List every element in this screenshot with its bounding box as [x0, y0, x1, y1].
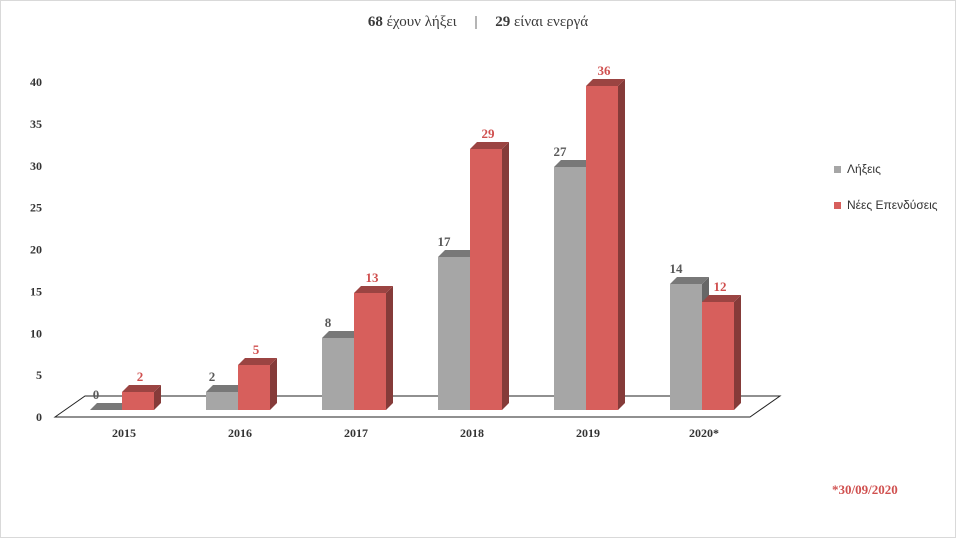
data-label: 2	[209, 369, 216, 384]
y-tick-label: 35	[30, 117, 42, 131]
data-label: 8	[325, 315, 332, 330]
y-tick-label: 5	[36, 368, 42, 382]
y-tick-label: 30	[30, 159, 42, 173]
bar-top	[586, 79, 625, 86]
bar	[122, 392, 154, 410]
y-tick-label: 40	[30, 75, 42, 89]
data-label: 14	[670, 261, 684, 276]
bar-top	[322, 331, 361, 338]
y-tick-label: 10	[30, 326, 42, 340]
expired-label: έχουν λήξει	[386, 14, 457, 30]
y-tick-label: 15	[30, 284, 42, 298]
data-label: 27	[554, 144, 568, 159]
bar-top	[90, 403, 129, 410]
bar-top	[206, 385, 245, 392]
active-count: 29	[495, 14, 511, 30]
y-tick-label: 20	[30, 243, 42, 257]
bar	[322, 338, 354, 410]
bar	[670, 284, 702, 410]
bar	[554, 167, 586, 410]
legend-label-expirations: Λήξεις	[847, 162, 881, 176]
x-tick-label: 2017	[344, 426, 368, 440]
x-tick-label: 2020*	[689, 426, 719, 440]
x-tick-label: 2015	[112, 426, 136, 440]
bar-side	[502, 142, 509, 410]
bar	[470, 149, 502, 410]
bar-side	[734, 295, 741, 410]
legend-item-new-investments: Νέες Επενδύσεις	[834, 196, 938, 214]
bar	[354, 293, 386, 410]
y-tick-label: 0	[36, 410, 42, 424]
bar-side	[154, 385, 161, 410]
bar-top	[670, 277, 709, 284]
active-label: είναι ενεργά	[513, 14, 589, 30]
bar-top	[470, 142, 509, 149]
bar-side	[618, 79, 625, 410]
legend-swatch-new-investments	[834, 201, 841, 209]
bar	[438, 257, 470, 410]
footnote-date: *30/09/2020	[832, 482, 898, 497]
bar-side	[270, 358, 277, 410]
data-label: 29	[482, 126, 496, 141]
data-label: 2	[137, 369, 144, 384]
x-tick-label: 2016	[228, 426, 252, 440]
bar-top	[122, 385, 161, 392]
bar-top	[354, 286, 393, 293]
data-label: 13	[366, 270, 380, 285]
data-label: 17	[438, 234, 452, 249]
data-label: 5	[253, 342, 260, 357]
bar	[702, 302, 734, 410]
legend-item-expirations: Λήξεις	[834, 160, 938, 178]
bar-top	[554, 160, 593, 167]
bar-top	[438, 250, 477, 257]
bar	[586, 86, 618, 410]
y-tick-label: 25	[30, 201, 42, 215]
data-label: 12	[714, 279, 727, 294]
bar-top	[702, 295, 741, 302]
legend-swatch-expirations	[834, 165, 841, 173]
data-label: 36	[598, 63, 612, 78]
data-label: 0	[93, 387, 100, 402]
bar-top	[238, 358, 277, 365]
bar	[206, 392, 238, 410]
legend-label-new-investments: Νέες Επενδύσεις	[847, 198, 938, 212]
chart-legend: Λήξεις Νέες Επενδύσεις	[834, 160, 938, 232]
x-tick-label: 2018	[460, 426, 484, 440]
bar-side	[386, 286, 393, 410]
expired-count: 68	[367, 14, 383, 30]
summary-header: 68 έχουν λήξει | 29 είναι ενεργά	[0, 14, 956, 31]
x-tick-label: 2019	[576, 426, 600, 440]
bar	[238, 365, 270, 410]
header-separator: |	[474, 14, 478, 30]
